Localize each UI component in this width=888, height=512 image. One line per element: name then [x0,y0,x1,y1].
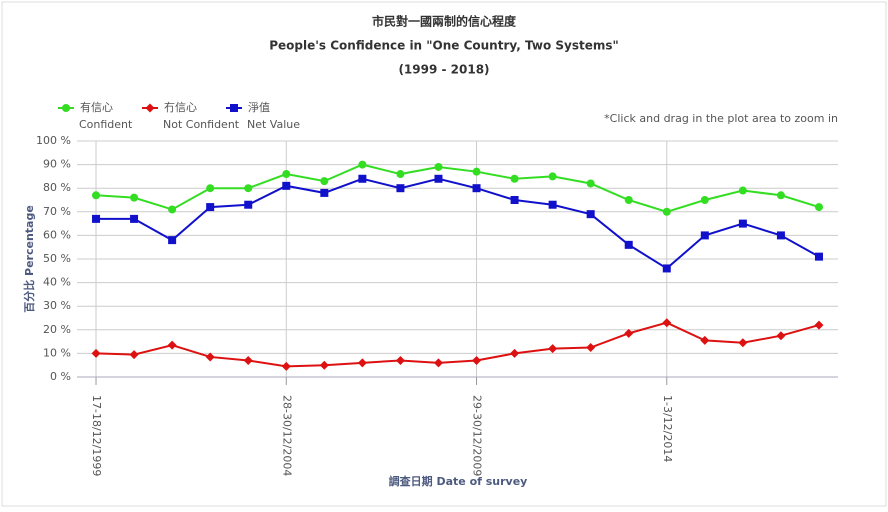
data-point [206,203,215,212]
data-point [282,181,291,190]
data-point [320,188,329,197]
legend-name: 冇信心 [164,100,197,114]
chart-title: 市民對一國兩制的信心程度 [372,14,517,29]
data-point [130,193,139,202]
x-axis-title: 調查日期 Date of survey [389,474,528,488]
y-tick-label: 80 % [43,181,71,194]
data-point [624,328,634,338]
data-point [472,184,481,193]
data-point [395,355,405,365]
data-point [244,200,253,209]
series-line [96,177,820,270]
data-point [434,174,443,183]
legend-name: 淨值 [248,101,270,114]
y-tick-label: 70 % [43,205,71,218]
data-point [205,352,215,362]
data-point [434,162,443,171]
data-point [548,344,558,354]
data-point [814,252,823,261]
data-point [510,174,519,183]
data-point [282,170,291,179]
y-tick-label: 0 % [50,370,71,383]
data-point [548,200,557,209]
data-point [168,205,177,214]
zoom-note: *Click and drag in the plot area to zoom… [604,112,838,125]
data-point [738,186,747,195]
legend-label: Confident [79,118,133,131]
data-point [738,338,748,348]
data-point [510,348,520,358]
data-point [319,360,329,370]
y-tick-label: 10 % [43,346,71,359]
data-point [167,340,177,350]
data-point [320,177,329,186]
data-point [358,174,367,183]
y-tick-label: 20 % [43,323,71,336]
data-point [472,355,482,365]
data-point [738,219,747,228]
series-line [95,321,820,368]
data-point [624,196,633,204]
data-point [700,231,709,240]
legend-name: 有信心 [80,100,113,114]
chart-period: (1999 - 2018) [398,63,489,77]
data-point [358,160,367,169]
legend-label: Net Value [247,118,300,131]
data-point [129,350,139,360]
data-point [396,184,405,193]
data-point [396,170,405,179]
series-line [95,163,820,213]
x-tick-label: 28-30/12/2004 [280,395,293,476]
data-point [243,355,253,365]
data-point [510,196,519,204]
y-tick-label: 90 % [43,158,71,171]
data-point [92,214,101,223]
y-axis-title: 百分比 Percentage [22,205,36,313]
data-point [700,196,709,204]
x-tick-label: 17-18/12/1999 [90,395,103,476]
legend-label: Not Confident [163,118,240,131]
data-point [776,231,785,240]
y-tick-label: 30 % [43,299,71,312]
data-point [700,335,710,345]
y-tick-label: 100 % [36,134,71,147]
data-point [92,191,101,200]
data-point [281,361,291,371]
data-point [662,318,672,328]
data-point [586,210,595,219]
data-point [433,358,443,368]
y-tick-label: 50 % [43,252,71,265]
data-point [586,179,595,188]
data-point [586,343,596,352]
data-point [130,214,139,223]
data-point [548,172,557,181]
data-point [814,203,823,212]
data-point [206,184,215,193]
data-point [357,358,367,368]
x-tick-label: 29-30/12/2009 [471,395,484,476]
y-tick-label: 60 % [43,228,71,241]
data-point [624,240,633,249]
data-point [168,236,177,245]
data-point [244,184,253,193]
y-tick-label: 40 % [43,276,71,289]
data-point [472,167,481,176]
data-point [662,207,671,216]
data-point [814,320,824,330]
data-point [662,264,671,273]
x-tick-label: 1-3/12/2014 [661,395,674,462]
data-point [776,191,785,200]
chart-subtitle: People's Confidence in "One Country, Two… [269,39,619,53]
data-point [776,331,786,341]
data-point [91,348,101,358]
